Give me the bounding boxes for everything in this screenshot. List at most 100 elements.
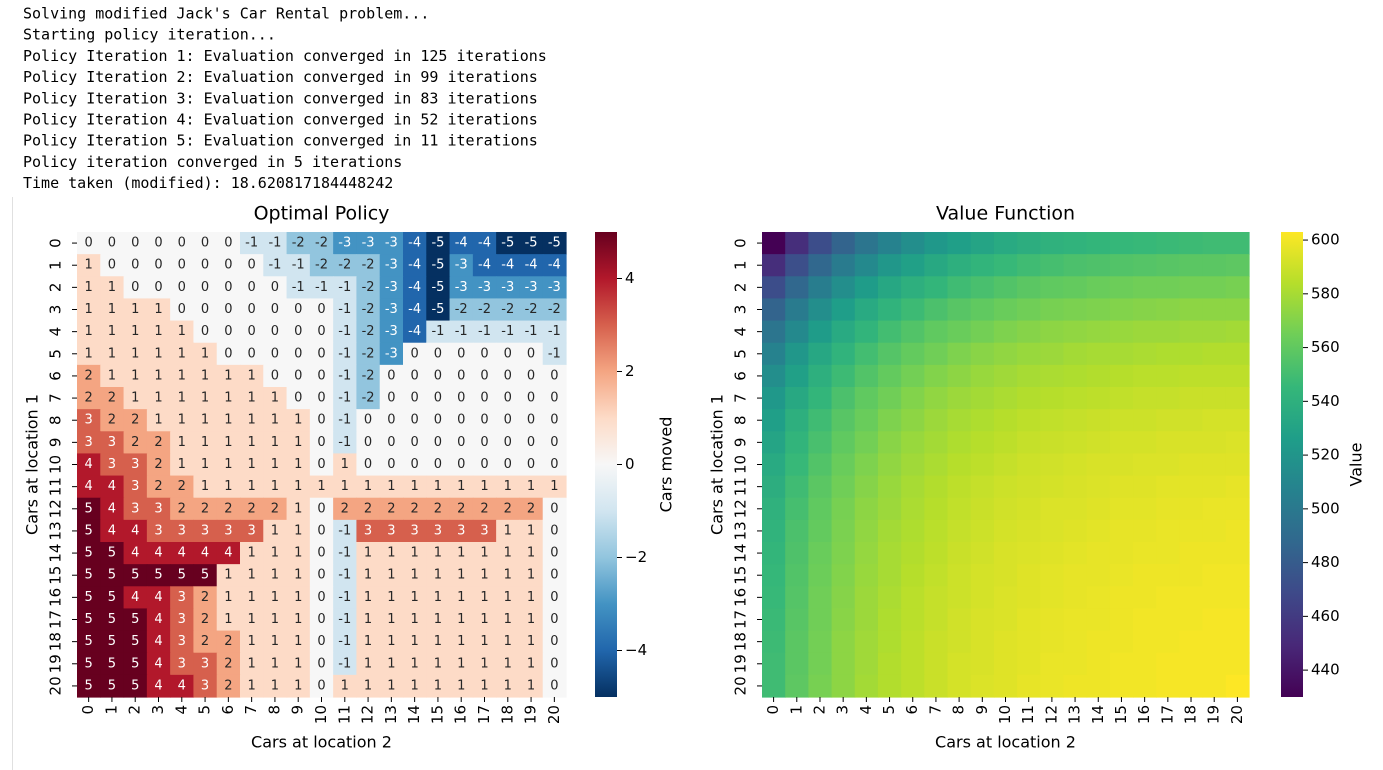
heatmap-cell <box>785 564 809 587</box>
heatmap-cell <box>924 364 949 388</box>
cell-annotation: -3 <box>385 324 398 339</box>
heatmap-cell <box>1086 674 1111 698</box>
cell-annotation: -2 <box>478 302 491 317</box>
colorbar-tick-label: 440 <box>1311 661 1340 679</box>
cell-annotation: 0 <box>457 391 465 406</box>
y-tick-label: 11 <box>732 477 750 496</box>
heatmap-cell <box>785 497 809 521</box>
heatmap-cell <box>356 298 381 322</box>
cell-annotation: 1 <box>457 656 465 671</box>
cell-annotation: 1 <box>201 435 209 450</box>
heatmap-cell <box>1109 564 1134 587</box>
heatmap-cell <box>877 608 902 632</box>
y-tick-label: 17 <box>732 610 750 629</box>
heatmap-cell <box>333 254 358 277</box>
heatmap-cell <box>496 254 521 277</box>
heatmap-cell <box>1063 542 1088 565</box>
cell-annotation: 5 <box>108 590 116 605</box>
heatmap-cell <box>1040 652 1065 676</box>
heatmap-cell <box>449 298 474 322</box>
cell-annotation: 1 <box>480 612 488 627</box>
heatmap-cell <box>1040 497 1065 521</box>
cell-annotation: 1 <box>411 634 419 649</box>
cell-annotation: 5 <box>85 656 93 671</box>
cell-annotation: 5 <box>154 568 162 583</box>
heatmap-cell <box>854 586 879 610</box>
heatmap-cell <box>901 586 925 610</box>
x-tick-label: 11 <box>1019 705 1037 724</box>
cell-annotation: 0 <box>154 258 162 273</box>
heatmap-cell <box>762 519 786 543</box>
cell-annotation: 1 <box>154 391 162 406</box>
heatmap-cell <box>831 586 856 610</box>
heatmap-cell <box>286 475 311 499</box>
heatmap-cell <box>993 519 1018 543</box>
heatmap-cell <box>762 364 786 388</box>
cell-annotation: -2 <box>315 236 328 251</box>
heatmap-cell <box>496 674 521 698</box>
heatmap-cell <box>333 475 358 499</box>
heatmap-cell <box>146 254 171 277</box>
heatmap-cell <box>123 652 148 676</box>
heatmap-cell <box>1133 342 1157 366</box>
heatmap-cell <box>286 409 311 432</box>
heatmap-cell <box>1133 564 1157 587</box>
heatmap-cell <box>1086 475 1111 499</box>
heatmap-cell <box>877 298 902 322</box>
heatmap-cell <box>496 298 521 322</box>
cell-annotation: 2 <box>85 391 93 406</box>
heatmap-cell <box>993 276 1018 300</box>
heatmap-cell <box>1017 608 1041 632</box>
cell-annotation: 1 <box>457 479 465 494</box>
heatmap-cell <box>785 276 809 300</box>
heatmap-cell <box>77 453 101 477</box>
heatmap-cell <box>854 276 879 300</box>
heatmap-cell <box>1133 409 1157 432</box>
cell-annotation: 1 <box>294 435 302 450</box>
heatmap-cell <box>472 320 497 344</box>
cell-annotation: 1 <box>364 568 372 583</box>
heatmap-cell <box>947 586 972 610</box>
cell-annotation: 0 <box>317 346 325 361</box>
heatmap-cell <box>1225 431 1250 455</box>
heatmap-cell <box>123 431 148 455</box>
heatmap-cell <box>924 298 949 322</box>
heatmap-cell <box>877 630 902 654</box>
heatmap-cell <box>403 586 427 610</box>
cell-annotation: 0 <box>480 368 488 383</box>
heatmap-cell <box>286 431 311 455</box>
heatmap-cell <box>970 497 995 521</box>
x-tick-label: 5 <box>880 705 898 715</box>
heatmap-cell <box>356 652 381 676</box>
cell-annotation: 4 <box>201 546 209 561</box>
cell-annotation: 1 <box>434 656 442 671</box>
cell-annotation: 4 <box>154 678 162 693</box>
heatmap-cell <box>77 608 101 632</box>
heatmap-cell <box>309 254 334 277</box>
cell-annotation: -2 <box>362 391 375 406</box>
heatmap-cell <box>1063 320 1088 344</box>
heatmap-cell <box>356 630 381 654</box>
heatmap-cell <box>854 674 879 698</box>
y-tick-label: 1 <box>732 260 750 270</box>
heatmap-cell <box>1017 652 1041 676</box>
heatmap-cell <box>1202 254 1227 277</box>
cell-annotation: 4 <box>154 612 162 627</box>
heatmap-cell <box>1109 431 1134 455</box>
heatmap-cell <box>146 542 171 565</box>
cell-annotation: -3 <box>501 280 514 295</box>
heatmap-cell <box>1017 586 1041 610</box>
heatmap-cell <box>426 564 451 587</box>
heatmap-cell <box>1225 298 1250 322</box>
cell-annotation: -1 <box>315 280 328 295</box>
heatmap-cell <box>496 320 521 344</box>
heatmap-cell <box>542 232 567 255</box>
y-tick-label: 17 <box>47 610 65 629</box>
heatmap-cell <box>1179 497 1204 521</box>
cell-annotation: 1 <box>201 346 209 361</box>
cell-annotation: -1 <box>338 391 351 406</box>
heatmap-cell <box>947 652 972 676</box>
heatmap-cell <box>379 497 404 521</box>
heatmap-cell <box>309 475 334 499</box>
cell-annotation: 1 <box>271 457 279 472</box>
